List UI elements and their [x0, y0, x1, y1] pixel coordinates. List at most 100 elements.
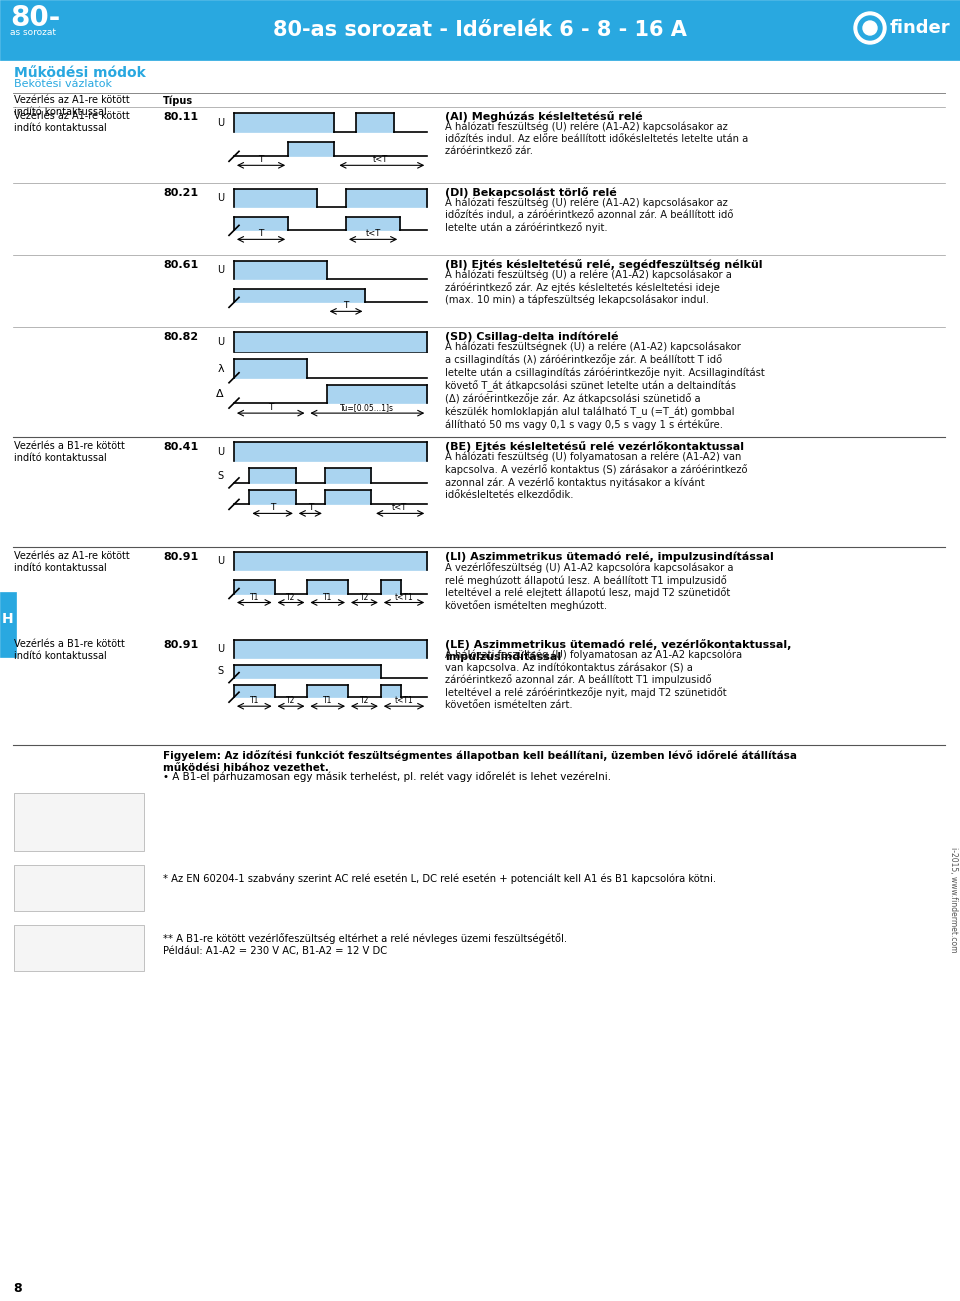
Bar: [234, 189, 317, 207]
Bar: [324, 490, 372, 505]
Bar: [14, 865, 144, 911]
Text: T1: T1: [250, 592, 259, 601]
Text: A hálózati feszültség (U) folyamatosan az A1-A2 kapcsolóra
van kapcsolva. Az ind: A hálózati feszültség (U) folyamatosan a…: [445, 650, 742, 710]
Text: 80.21: 80.21: [163, 189, 198, 198]
Text: (LI) Aszimmetrikus ütemadó relé, impulzusindítással: (LI) Aszimmetrikus ütemadó relé, impulzu…: [445, 552, 774, 562]
Text: as sorozat: as sorozat: [10, 29, 56, 36]
Bar: [234, 552, 427, 570]
Text: S: S: [218, 666, 224, 677]
Text: Vezérlés a B1-re kötött
indító kontaktussal: Vezérlés a B1-re kötött indító kontaktus…: [14, 639, 125, 661]
Text: (BE) Ejtés késleltetésű relé vezérlőkontaktussal: (BE) Ejtés késleltetésű relé vezérlőkont…: [445, 441, 744, 451]
Text: (LE) Aszimmetrikus ütemadó relé, vezérlőkontaktussal,
impulzusindítással: (LE) Aszimmetrikus ütemadó relé, vezérlő…: [445, 639, 791, 662]
Text: U: U: [217, 193, 224, 203]
Text: U: U: [217, 446, 224, 457]
Bar: [234, 640, 427, 658]
Text: 80.11: 80.11: [163, 112, 198, 122]
Text: T: T: [344, 302, 348, 311]
Text: (DI) Bekapcsolást törlő relé: (DI) Bekapcsolást törlő relé: [445, 187, 616, 198]
Text: T: T: [268, 403, 274, 412]
Bar: [326, 385, 427, 403]
Text: U: U: [217, 117, 224, 127]
Text: T: T: [307, 503, 313, 513]
Bar: [14, 794, 144, 851]
Bar: [234, 359, 307, 377]
Bar: [0, 592, 16, 657]
Bar: [234, 217, 288, 230]
Text: ** A B1-re kötött vezérlőfeszültség eltérhet a relé névleges üzemi feszültségétő: ** A B1-re kötött vezérlőfeszültség elté…: [163, 933, 567, 955]
Text: H: H: [2, 611, 13, 626]
Text: T: T: [258, 229, 264, 238]
Text: 80-as sorozat - Időrelék 6 - 8 - 16 A: 80-as sorozat - Időrelék 6 - 8 - 16 A: [273, 20, 687, 40]
Bar: [234, 580, 275, 593]
Text: T2: T2: [286, 592, 296, 601]
Text: S: S: [218, 471, 224, 480]
Text: 80.91: 80.91: [163, 552, 199, 562]
Text: 80.82: 80.82: [163, 332, 198, 342]
Bar: [381, 684, 401, 697]
Text: t<T: t<T: [392, 503, 407, 513]
Bar: [234, 289, 366, 302]
Text: t<T1: t<T1: [395, 592, 414, 601]
Bar: [381, 580, 401, 593]
Bar: [234, 665, 381, 678]
Text: U: U: [217, 644, 224, 654]
Text: T: T: [270, 503, 276, 513]
Text: Vezérlés az A1-re kötött
indító kontaktussal: Vezérlés az A1-re kötött indító kontaktu…: [14, 95, 130, 117]
Bar: [250, 490, 296, 505]
Circle shape: [858, 16, 882, 40]
Text: Bekötési vázlatok: Bekötési vázlatok: [14, 79, 112, 88]
Text: Működési módok: Működési módok: [14, 66, 146, 79]
Text: 80.61: 80.61: [163, 260, 199, 271]
Text: finder: finder: [890, 20, 950, 36]
Bar: [0, 0, 960, 60]
Text: 80-: 80-: [10, 4, 60, 33]
Text: T1: T1: [323, 696, 332, 705]
Text: t<T: t<T: [366, 229, 381, 238]
Bar: [234, 442, 427, 462]
Bar: [346, 189, 427, 207]
Text: t<T: t<T: [373, 155, 389, 164]
Text: U: U: [217, 556, 224, 566]
Text: A hálózati feszültség (U) relére (A1-A2) kapcsolásakor az
időzítés indul, a záró: A hálózati feszültség (U) relére (A1-A2)…: [445, 198, 733, 233]
Bar: [234, 332, 427, 353]
Text: Vezérlés a B1-re kötött
indító kontaktussal: Vezérlés a B1-re kötött indító kontaktus…: [14, 441, 125, 463]
Text: A hálózati feszültség (U) folyamatosan a relére (A1-A2) van
kapcsolva. A vezérlő: A hálózati feszültség (U) folyamatosan a…: [445, 451, 748, 500]
Text: Δ: Δ: [216, 389, 224, 399]
Bar: [356, 113, 395, 131]
Text: t<T1: t<T1: [395, 696, 414, 705]
Bar: [346, 217, 400, 230]
Circle shape: [863, 21, 877, 35]
Text: Vezérlés az A1-re kötött
indító kontaktussal: Vezérlés az A1-re kötött indító kontaktu…: [14, 552, 130, 572]
Bar: [250, 468, 296, 483]
Text: T2: T2: [286, 696, 296, 705]
Bar: [14, 925, 144, 971]
Text: 80.91: 80.91: [163, 640, 199, 650]
Text: (SD) Csillag-delta indítórelé: (SD) Csillag-delta indítórelé: [445, 330, 618, 341]
Text: * Az EN 60204-1 szabvány szerint AC relé esetén L, DC relé esetén + potenciált k: * Az EN 60204-1 szabvány szerint AC relé…: [163, 873, 716, 883]
Text: T1: T1: [250, 696, 259, 705]
Text: U: U: [217, 265, 224, 275]
Text: A hálózati feszültség (U) a relére (A1-A2) kapcsolásakor a
záróérintkező zár. Az: A hálózati feszültség (U) a relére (A1-A…: [445, 271, 732, 306]
Text: Tu=[0.05…1]s: Tu=[0.05…1]s: [340, 403, 395, 412]
Text: 8: 8: [13, 1281, 22, 1294]
Bar: [234, 113, 334, 131]
Text: Vezérlés az A1-re kötött
indító kontaktussal: Vezérlés az A1-re kötött indító kontaktu…: [14, 111, 130, 133]
Bar: [307, 684, 348, 697]
Text: (AI) Meghúzás késleltetésű relé: (AI) Meghúzás késleltetésű relé: [445, 111, 642, 122]
Bar: [288, 142, 334, 156]
Text: 80.41: 80.41: [163, 442, 199, 451]
Text: • A B1-el párhuzamosan egy másik terhelést, pl. relét vagy időrelét is lehet vez: • A B1-el párhuzamosan egy másik terhelé…: [163, 771, 612, 782]
Text: T: T: [258, 155, 264, 164]
Bar: [324, 468, 372, 483]
Text: A hálózati feszültség (U) relére (A1-A2) kapcsolásakor az
időzítés indul. Az elő: A hálózati feszültség (U) relére (A1-A2)…: [445, 122, 748, 156]
Bar: [307, 580, 348, 593]
Bar: [234, 684, 275, 697]
Circle shape: [854, 12, 886, 44]
Text: λ: λ: [217, 363, 224, 373]
Text: (BI) Ejtés késleltetésű relé, segédfeszültség nélkül: (BI) Ejtés késleltetésű relé, segédfeszü…: [445, 259, 762, 271]
Text: A vezérlőfeszültség (U) A1-A2 kapcsolóra kapcsolásakor a
relé meghúzott állapotú: A vezérlőfeszültség (U) A1-A2 kapcsolóra…: [445, 562, 733, 611]
Text: i-2015, www.findermet.com: i-2015, www.findermet.com: [948, 847, 957, 952]
Text: T1: T1: [323, 592, 332, 601]
Text: A hálózati feszültségnek (U) a relére (A1-A2) kapcsolásakor
a csillagindítás (λ): A hálózati feszültségnek (U) a relére (A…: [445, 342, 765, 431]
Text: U: U: [217, 337, 224, 347]
